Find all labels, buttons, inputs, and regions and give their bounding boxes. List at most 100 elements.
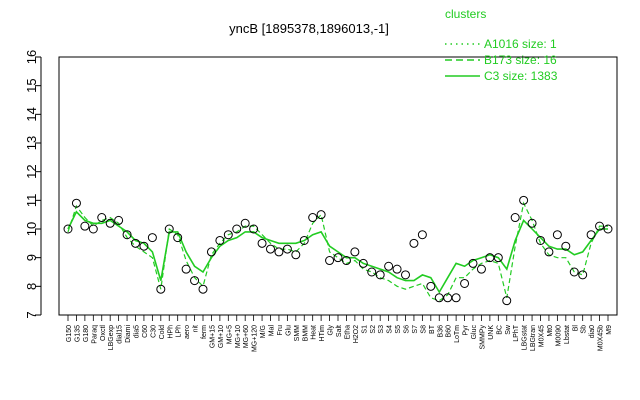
y-axis: 7 8 9 10 11 12 13 14 15 16 xyxy=(24,50,42,319)
x-tick-label: Pyr xyxy=(463,324,470,335)
x-tick-label: B60 xyxy=(446,325,453,338)
data-point xyxy=(426,281,436,291)
x-tick-label: LoTm xyxy=(454,325,461,343)
legend-entry-label: A1016 size: 1 xyxy=(484,37,557,51)
data-point xyxy=(223,230,233,240)
data-point xyxy=(282,244,292,254)
data-point xyxy=(71,198,81,208)
x-tick-label: H2O2 xyxy=(353,325,360,343)
x-tick-label: Gluc xyxy=(471,325,478,340)
data-point xyxy=(527,218,537,228)
x-tick-label: LBGtran xyxy=(530,325,537,351)
data-point xyxy=(156,284,166,294)
x-tick-label: C30 xyxy=(150,325,157,338)
data-point xyxy=(392,264,402,274)
x-tick-label: S1 xyxy=(361,325,368,334)
x-tick-label: SMMPy xyxy=(479,325,486,350)
x-tick-label: SMM xyxy=(294,325,301,342)
x-tick-label: MG+120 xyxy=(252,325,259,352)
legend-entry-label: C3 size: 1383 xyxy=(484,69,558,83)
x-tick-label: Paraq xyxy=(91,325,98,344)
data-point xyxy=(105,218,115,228)
x-tick-label: ferm xyxy=(201,325,208,339)
x-tick-label: M0090 xyxy=(555,325,562,347)
data-point xyxy=(63,224,73,234)
data-point xyxy=(139,241,149,251)
x-tick-label: G180 xyxy=(83,325,90,342)
x-tick-label: M9 xyxy=(606,325,613,335)
y-tick-label: 15 xyxy=(24,78,39,92)
y-tick-label: 12 xyxy=(24,164,39,178)
x-tick-label: BT xyxy=(429,324,436,334)
x-tick-label: dial15 xyxy=(117,325,124,344)
data-point xyxy=(375,270,385,280)
x-tick-label: nit xyxy=(193,325,200,332)
data-point xyxy=(468,258,478,268)
data-point xyxy=(215,235,225,245)
data-point xyxy=(409,238,419,248)
y-tick-label: 11 xyxy=(24,194,39,208)
data-point xyxy=(173,233,183,243)
data-point xyxy=(266,244,275,254)
data-point xyxy=(434,293,444,303)
x-tick-label: MG+5 xyxy=(226,325,233,344)
data-point xyxy=(97,213,107,223)
data-point xyxy=(240,218,250,228)
x-tick-label: S6 xyxy=(404,325,411,334)
data-point xyxy=(274,247,284,257)
x-tick-label: Diami xyxy=(125,325,132,343)
x-tick-label: S2 xyxy=(370,325,377,334)
x-axis: G150 G135 G180 Paraq Oxctl LBGexp dial15 Diami d… xyxy=(66,315,613,352)
series-line-dashed xyxy=(67,201,608,302)
x-tick-label: Sb xyxy=(581,325,588,334)
x-tick-label: M0X45 xyxy=(539,325,546,347)
data-point xyxy=(257,238,267,248)
x-tick-label: HTim xyxy=(319,325,326,342)
data-point xyxy=(384,261,394,271)
data-point xyxy=(367,267,377,277)
data-point xyxy=(232,224,242,234)
data-point xyxy=(122,230,132,240)
data-point xyxy=(510,213,520,223)
data-point xyxy=(578,270,588,280)
x-tick-label: BMM xyxy=(302,325,309,342)
plot-area xyxy=(58,56,618,316)
x-tick-label: S8 xyxy=(420,325,427,334)
data-point xyxy=(417,230,427,240)
x-tick-label: S3 xyxy=(378,325,385,334)
x-tick-label: LPh xyxy=(176,325,183,338)
x-tick-label: B36 xyxy=(437,325,444,338)
y-tick-label: 7 xyxy=(24,311,39,318)
data-point xyxy=(493,253,503,263)
y-tick-label: 9 xyxy=(24,254,39,261)
x-tick-label: aero xyxy=(184,325,191,339)
data-point xyxy=(291,250,301,260)
data-point xyxy=(308,213,318,223)
data-point xyxy=(147,233,157,243)
data-point xyxy=(88,224,98,234)
y-tick-label: 13 xyxy=(24,136,39,150)
data-point xyxy=(249,224,259,234)
chart-title: yncB [1895378,1896013,-1] xyxy=(229,21,389,36)
data-point xyxy=(536,235,545,245)
data-point xyxy=(586,230,596,240)
data-point xyxy=(451,293,461,303)
data-point xyxy=(552,230,562,240)
x-tick-label: Oxctl xyxy=(100,325,107,341)
data-point xyxy=(80,221,90,231)
x-tick-label: HPh xyxy=(167,325,174,339)
series-layer xyxy=(67,201,608,302)
y-tick-label: 14 xyxy=(24,107,39,121)
x-tick-label: Mal xyxy=(269,325,276,337)
data-point xyxy=(114,215,124,225)
x-tick-label: dia5 xyxy=(134,325,141,338)
x-tick-label: G135 xyxy=(74,325,81,342)
data-point xyxy=(476,264,486,274)
data-point xyxy=(164,224,174,234)
x-tick-label: LBGexp xyxy=(108,325,115,350)
data-point xyxy=(350,247,360,257)
data-point xyxy=(569,267,579,277)
x-tick-label: Gly xyxy=(328,325,335,336)
data-point xyxy=(519,195,529,205)
